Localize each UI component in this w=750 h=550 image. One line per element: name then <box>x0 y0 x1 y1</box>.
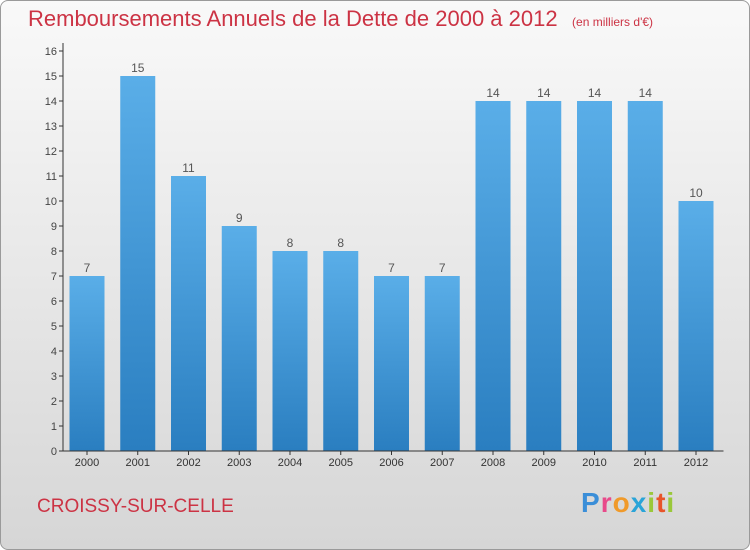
x-tick-label: 2003 <box>227 457 251 469</box>
bar <box>678 201 714 451</box>
x-tick-label: 2009 <box>532 457 556 469</box>
proxiti-logo[interactable]: Proxiti <box>581 487 676 518</box>
x-tick-label: 2001 <box>126 457 150 469</box>
bar-value-label: 15 <box>131 61 145 75</box>
bar <box>323 251 359 451</box>
bar-value-label: 10 <box>689 186 703 200</box>
bar <box>475 101 511 451</box>
y-tick-label: 16 <box>45 46 57 58</box>
bar-value-label: 9 <box>236 211 243 225</box>
bar-value-label: 7 <box>84 261 91 275</box>
bar <box>171 176 206 451</box>
y-tick-label: 7 <box>51 271 57 283</box>
y-tick-label: 12 <box>45 146 57 158</box>
bar <box>272 251 308 451</box>
x-tick-label: 2008 <box>481 457 505 469</box>
y-tick-label: 4 <box>51 346 57 358</box>
bar <box>424 276 460 451</box>
x-tick-label: 2006 <box>379 457 403 469</box>
y-tick-label: 14 <box>45 96 57 108</box>
title-row: Remboursements Annuels de la Dette de 20… <box>28 6 653 32</box>
bar <box>69 276 105 451</box>
x-tick-label: 2000 <box>75 457 99 469</box>
bar-value-label: 7 <box>439 261 446 275</box>
chart-subtitle: (en milliers d'€) <box>572 15 654 29</box>
y-tick-label: 0 <box>51 446 57 458</box>
y-tick-label: 2 <box>51 396 57 408</box>
bar <box>120 76 156 451</box>
y-tick-label: 9 <box>51 221 57 233</box>
y-tick-label: 8 <box>51 246 57 258</box>
bar-value-label: 11 <box>182 161 195 175</box>
bar-value-label: 14 <box>537 86 551 100</box>
bar-value-label: 8 <box>287 236 294 250</box>
y-tick-label: 15 <box>45 71 57 83</box>
y-tick-label: 3 <box>51 371 57 383</box>
y-tick-label: 10 <box>45 196 57 208</box>
x-tick-label: 2004 <box>278 457 302 469</box>
bar <box>221 226 257 451</box>
x-tick-label: 2011 <box>633 457 657 469</box>
x-tick-label: 2007 <box>430 457 454 469</box>
x-tick-label: 2012 <box>684 457 708 469</box>
bar-value-label: 8 <box>337 236 344 250</box>
x-tick-label: 2005 <box>329 457 353 469</box>
x-tick-label: 2002 <box>176 457 200 469</box>
bar-value-label: 14 <box>639 86 653 100</box>
bar <box>627 101 663 451</box>
bar <box>577 101 612 451</box>
bar-chart: 0123456789101112131415167200015200111200… <box>45 43 724 469</box>
chart-title: Remboursements Annuels de la Dette de 20… <box>28 6 558 31</box>
bar-value-label: 14 <box>486 86 500 100</box>
y-tick-label: 11 <box>46 171 57 183</box>
y-tick-label: 6 <box>51 296 57 308</box>
bar-value-label: 14 <box>588 86 602 100</box>
y-tick-label: 5 <box>51 321 57 333</box>
bar-value-label: 7 <box>388 261 395 275</box>
bar <box>374 276 409 451</box>
y-tick-label: 13 <box>45 121 57 133</box>
bar <box>526 101 562 451</box>
y-tick-label: 1 <box>51 421 57 433</box>
town-name: CROISSY-SUR-CELLE <box>37 496 234 517</box>
x-tick-label: 2010 <box>582 457 606 469</box>
